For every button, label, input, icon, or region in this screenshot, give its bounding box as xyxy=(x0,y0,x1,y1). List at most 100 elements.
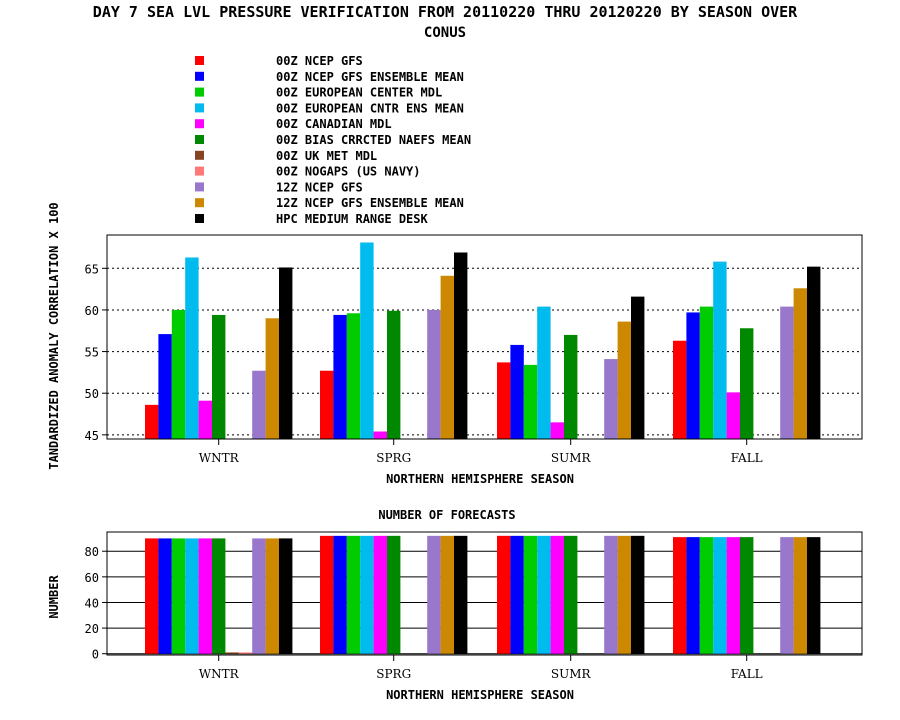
bar-sumr-series-6 xyxy=(564,334,578,439)
bar-wntr-series-2 xyxy=(158,538,172,654)
bar-wntr-series-1 xyxy=(145,538,159,654)
bar-wntr-series-1 xyxy=(145,404,159,439)
bar-wntr-series-2 xyxy=(158,334,172,439)
anomaly-correlation-chart: 45 50 55 60 65 WNTR SPRG SUMR FALL xyxy=(85,234,863,465)
legend-swatch-8 xyxy=(195,166,204,176)
y-tick-label: 65 xyxy=(85,262,99,276)
top-y-axis-label: TANDARDIZED ANOMALY CORRELATION X 100 xyxy=(47,202,61,469)
bottom-chart-title: NUMBER OF FORECASTS xyxy=(378,508,515,522)
bar-wntr-series-6 xyxy=(212,538,226,654)
y-tick-label: 50 xyxy=(85,387,99,401)
bar-sumr-series-1 xyxy=(497,535,511,654)
bar-fall-series-4 xyxy=(713,537,727,654)
bar-wntr-series-4 xyxy=(185,538,199,654)
x-tick-label-fall: FALL xyxy=(731,667,763,681)
bar-fall-series-10 xyxy=(793,288,807,439)
plot-frame xyxy=(106,234,863,440)
legend: 00Z NCEP GFS 00Z NCEP GFS ENSEMBLE MEAN 00… xyxy=(195,54,471,226)
legend-swatch-5 xyxy=(195,119,204,129)
bar-sprg-series-11 xyxy=(454,252,468,439)
x-tick-label-sprg: SPRG xyxy=(376,451,411,465)
figure-title-line1: DAY 7 SEA LVL PRESSURE VERIFICATION FROM… xyxy=(93,3,798,21)
bar-sprg-series-5 xyxy=(373,431,387,439)
legend-swatch-3 xyxy=(195,87,204,97)
top-x-axis-label: NORTHERN HEMISPHERE SEASON xyxy=(386,472,574,486)
bar-wntr-series-10 xyxy=(265,318,279,439)
bar-wntr-series-9 xyxy=(252,538,266,654)
bar-wntr-series-5 xyxy=(198,538,212,654)
bar-sprg-series-1 xyxy=(320,370,334,439)
bar-fall-series-10 xyxy=(793,537,807,654)
bar-sumr-series-2 xyxy=(510,344,524,439)
bar-sumr-series-3 xyxy=(523,364,538,439)
bar-sprg-series-9 xyxy=(427,535,441,654)
bar-sumr-series-2 xyxy=(510,535,524,654)
legend-label-4: 00Z EUROPEAN CNTR ENS MEAN xyxy=(276,101,464,115)
bar-fall-series-1 xyxy=(673,537,687,654)
legend-label-11: HPC MEDIUM RANGE DESK xyxy=(276,212,428,226)
bar-fall-series-4 xyxy=(713,261,727,439)
legend-swatch-4 xyxy=(195,103,204,113)
bar-sprg-series-4 xyxy=(360,242,374,439)
bar-sumr-series-5 xyxy=(550,422,564,439)
bar-wntr-series-5 xyxy=(198,400,212,439)
legend-label-9: 12Z NCEP GFS xyxy=(276,180,363,194)
bar-sprg-series-2 xyxy=(333,535,347,654)
bar-sumr-series-9 xyxy=(604,535,618,654)
bar-fall-series-6 xyxy=(740,328,754,439)
bar-sprg-series-11 xyxy=(454,535,468,654)
bar-sumr-series-9 xyxy=(604,359,618,439)
bar-sprg-series-4 xyxy=(360,535,374,654)
legend-label-7: 00Z UK MET MDL xyxy=(276,149,377,163)
legend-swatch-1 xyxy=(195,56,204,65)
number-of-forecasts-chart: 0 20 40 60 80 WNTR SPRG SUMR FALL xyxy=(85,531,863,681)
legend-label-6: 00Z BIAS CRRCTED NAEFS MEAN xyxy=(276,133,471,147)
legend-label-1: 00Z NCEP GFS xyxy=(276,54,363,68)
bar-sprg-series-3 xyxy=(346,535,361,654)
legend-swatch-7 xyxy=(195,150,204,160)
bar-sumr-series-6 xyxy=(564,535,578,654)
y-tick-label: 55 xyxy=(85,346,99,360)
bar-sumr-series-11 xyxy=(631,296,645,439)
bar-wntr-series-7 xyxy=(225,652,239,654)
bar-wntr-series-4 xyxy=(185,257,199,439)
bottom-x-axis-label: NORTHERN HEMISPHERE SEASON xyxy=(386,688,574,702)
bar-sumr-series-10 xyxy=(617,535,631,654)
bar-fall-series-3 xyxy=(699,537,714,654)
bar-fall-series-9 xyxy=(780,537,794,654)
bar-wntr-series-11 xyxy=(279,267,293,439)
legend-label-8: 00Z NOGAPS (US NAVY) xyxy=(276,165,421,179)
y-tick-label: 60 xyxy=(85,304,99,318)
bar-wntr-series-3 xyxy=(171,309,186,439)
y-tick-label: 80 xyxy=(85,545,99,559)
bar-sprg-series-10 xyxy=(440,535,454,654)
bar-sprg-series-2 xyxy=(333,314,347,439)
legend-label-2: 00Z NCEP GFS ENSEMBLE MEAN xyxy=(276,70,464,84)
x-tick-label-sprg: SPRG xyxy=(376,667,411,681)
x-tick-label-wntr: WNTR xyxy=(199,451,240,465)
y-tick-label: 20 xyxy=(85,622,99,636)
bar-sumr-series-5 xyxy=(550,535,564,654)
bar-fall-series-11 xyxy=(807,537,821,654)
x-tick-label-wntr: WNTR xyxy=(199,667,240,681)
bar-sumr-series-11 xyxy=(631,535,645,654)
bar-fall-series-9 xyxy=(780,306,794,439)
legend-label-5: 00Z CANADIAN MDL xyxy=(276,117,392,131)
legend-swatch-2 xyxy=(195,71,204,81)
legend-swatch-6 xyxy=(195,135,204,144)
bar-wntr-series-6 xyxy=(212,314,226,439)
bar-wntr-series-9 xyxy=(252,370,266,439)
bar-fall-series-1 xyxy=(673,340,687,439)
bar-wntr-series-11 xyxy=(279,538,293,654)
bar-wntr-series-10 xyxy=(265,538,279,654)
bar-fall-series-11 xyxy=(807,266,821,439)
legend-swatch-11 xyxy=(195,214,204,223)
bar-sprg-series-3 xyxy=(346,313,361,439)
bar-sprg-series-9 xyxy=(427,309,441,439)
legend-label-10: 12Z NCEP GFS ENSEMBLE MEAN xyxy=(276,196,464,210)
bar-sprg-series-1 xyxy=(320,535,334,654)
bar-sprg-series-6 xyxy=(387,310,401,439)
bar-fall-series-6 xyxy=(740,537,754,654)
bar-wntr-series-8 xyxy=(238,652,253,654)
